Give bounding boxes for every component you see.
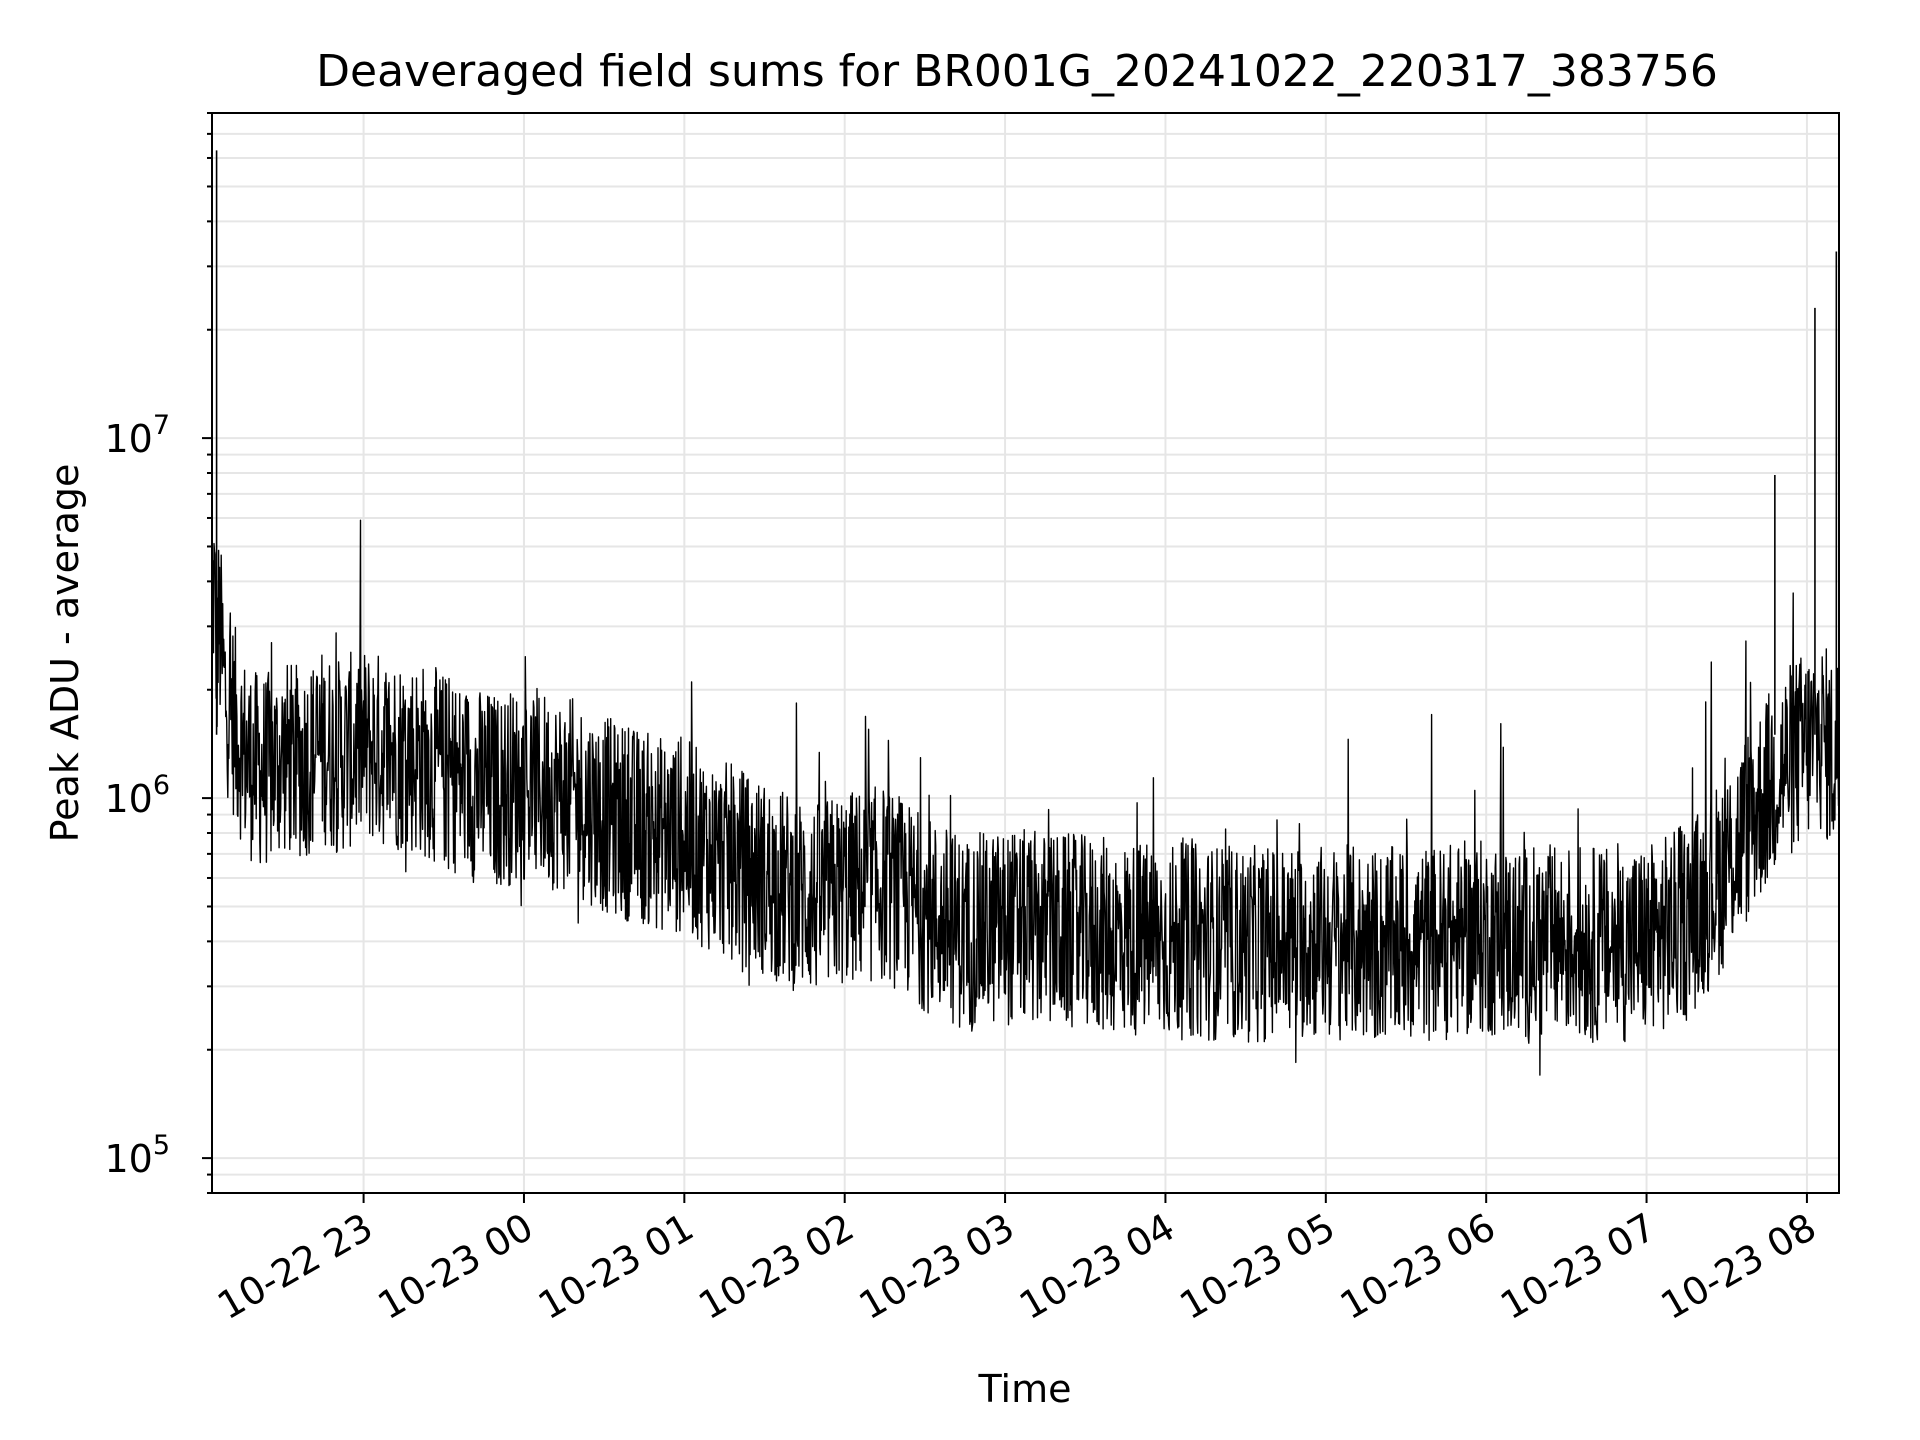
spikes [215,150,1838,735]
x-axis-label: Time [978,1367,1072,1411]
plot-area [212,150,1839,1076]
y-axis-label: Peak ADU - average [43,464,87,843]
y-tick-label: 106 [104,770,170,821]
y-tick-label: 105 [104,1130,170,1181]
series-line [212,519,1839,1076]
y-axis: 105 106 107 [104,112,212,1194]
y-tick-label: 107 [104,410,170,461]
chart-title: Deaveraged field sums for BR001G_2024102… [316,46,1718,97]
plot-frame [211,112,1840,1194]
